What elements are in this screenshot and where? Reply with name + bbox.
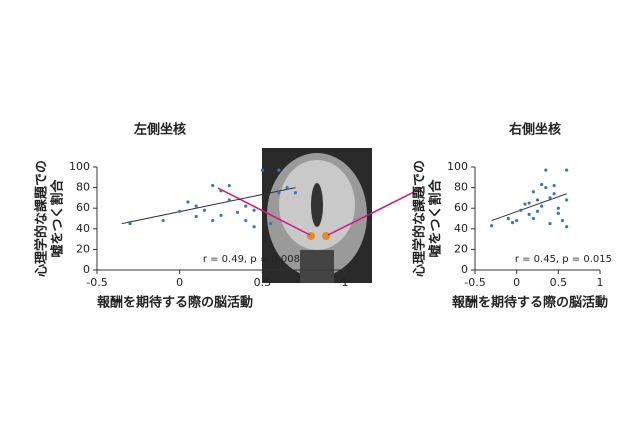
x-tick-label: 0 [513, 276, 520, 289]
y-tick-label: 100 [447, 160, 468, 173]
data-point [161, 218, 165, 223]
y-tick-label: 80 [76, 181, 90, 194]
data-point [186, 200, 190, 204]
data-point [548, 196, 552, 200]
data-point [565, 168, 569, 172]
brain-image [262, 148, 372, 283]
data-point [548, 222, 552, 226]
data-point [252, 225, 256, 229]
data-point [490, 224, 494, 228]
y-tick-label: 0 [83, 263, 90, 276]
trend-line [491, 193, 567, 222]
chart-title: 左側坐核 [134, 122, 186, 138]
data-point [531, 190, 535, 194]
left-nucleus [307, 232, 315, 240]
data-point [219, 189, 223, 193]
connector [217, 187, 311, 236]
y-tick-label: 60 [76, 201, 90, 214]
data-point [515, 218, 519, 223]
trend-line [121, 187, 296, 225]
ventricle [311, 183, 323, 227]
x-tick-label: 1 [342, 276, 349, 289]
data-point [194, 214, 198, 219]
annotation: r = 0.49, p = 0.008 [203, 254, 300, 265]
data-point [227, 183, 231, 188]
y-tick-label: 20 [454, 242, 468, 255]
data-point [527, 201, 531, 205]
data-point [535, 198, 540, 202]
chart-title: 右側坐核 [508, 122, 561, 138]
x-axis-label: 報酬を期待する際の脳活動 [452, 295, 608, 311]
data-point [552, 192, 556, 196]
y-axis-label: 心理学的な課題での [412, 160, 428, 277]
data-point [277, 168, 281, 172]
data-point [202, 208, 207, 212]
data-point [235, 210, 240, 214]
data-point [194, 204, 198, 208]
data-point [544, 168, 548, 172]
x-tick-label: -0.5 [464, 276, 485, 289]
y-tick-label: 100 [69, 160, 90, 173]
x-axis-label: 報酬を期待する際の脳活動 [97, 295, 253, 311]
data-point [260, 168, 264, 172]
data-point [540, 182, 544, 187]
x-tick-label: -0.5 [86, 276, 107, 289]
data-point [565, 225, 569, 229]
data-point [252, 208, 256, 212]
data-point [527, 212, 531, 216]
connector [327, 187, 423, 236]
data-point [178, 209, 182, 213]
y-tick-label: 0 [461, 263, 468, 276]
annotation: r = 0.45, p = 0.015 [515, 254, 612, 265]
data-point [552, 183, 556, 188]
data-point [565, 198, 569, 202]
x-tick-label: 1 [597, 276, 604, 289]
data-point [269, 222, 273, 226]
data-point [531, 216, 535, 221]
y-tick-label: 80 [454, 181, 468, 194]
right-nucleus [322, 232, 330, 240]
x-tick-label: 0 [176, 276, 183, 289]
data-point [211, 218, 215, 223]
y-tick-label: 60 [454, 201, 468, 214]
y-axis-label: 嘘をつく割合 [428, 179, 444, 258]
data-point [128, 222, 132, 226]
data-point [293, 191, 297, 195]
data-point [556, 206, 560, 210]
data-point [244, 204, 248, 208]
data-point [285, 186, 289, 190]
data-point [540, 204, 544, 208]
data-point [556, 211, 560, 215]
y-tick-label: 40 [454, 222, 468, 235]
data-point [519, 208, 523, 212]
data-point [506, 216, 510, 221]
y-axis-label: 心理学的な課題での [34, 160, 50, 277]
brainstem [300, 250, 334, 283]
y-tick-label: 20 [76, 242, 90, 255]
y-tick-label: 40 [76, 222, 90, 235]
x-tick-label: 0.5 [550, 276, 568, 289]
data-point [535, 209, 540, 213]
data-point [219, 213, 223, 218]
data-point [211, 183, 215, 188]
x-tick-label: 0.5 [254, 276, 272, 289]
data-point [510, 221, 515, 225]
data-point [227, 198, 231, 202]
data-point [244, 218, 248, 223]
data-point [523, 202, 527, 206]
data-point [544, 186, 548, 190]
data-point [560, 218, 565, 223]
data-point [277, 191, 281, 195]
y-axis-label: 嘘をつく割合 [50, 179, 66, 258]
